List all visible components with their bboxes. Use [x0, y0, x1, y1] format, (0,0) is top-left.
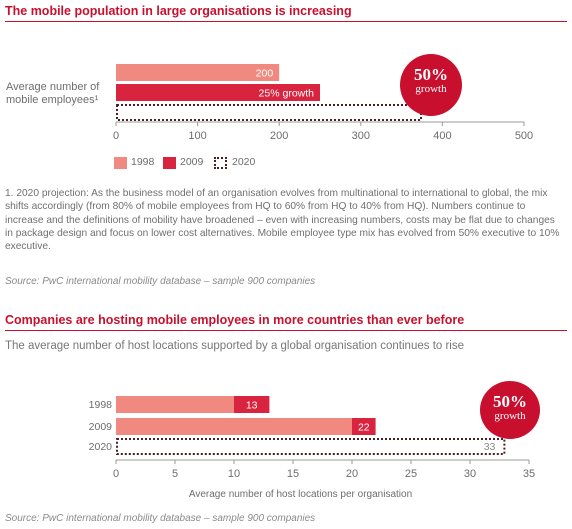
section2-heading: Companies are hosting mobile employees i…	[5, 313, 465, 327]
bar-label-1998: 13	[246, 400, 258, 412]
category-label-2020: 2020	[89, 441, 113, 453]
x-axis-label: Average number of host locations per org…	[189, 489, 412, 500]
chart1: 0 100 200 300 400 500 200 25% growth	[113, 64, 533, 142]
bar-label-2009: 22	[358, 422, 370, 434]
legend-swatch-2009	[163, 157, 176, 169]
legend-label-2020: 2020	[232, 156, 256, 168]
growth-badge-1: 50% growth	[400, 54, 462, 116]
x-tick-label: 35	[523, 468, 535, 480]
x-tick-label: 10	[228, 468, 240, 480]
bar-2020	[116, 104, 422, 121]
x-tick-label: 25	[405, 468, 417, 480]
section2-subtitle: The average number of host locations sup…	[5, 340, 465, 352]
legend-label-1998: 1998	[131, 156, 155, 168]
bar-label-2020: 33	[484, 441, 496, 453]
x-tick-label: 400	[433, 130, 451, 142]
badge-label: growth	[494, 410, 526, 422]
bar-segment-1998	[116, 396, 234, 413]
source-2: Source: PwC international mobility datab…	[5, 513, 316, 524]
x-tick-label: 0	[113, 468, 119, 480]
bar-1998	[116, 64, 280, 81]
footnote: 1. 2020 projection: As the business mode…	[5, 188, 560, 253]
x-tick-label: 30	[464, 468, 476, 480]
x-tick-label: 15	[287, 468, 299, 480]
section1-heading: The mobile population in large organisat…	[5, 4, 352, 18]
x-tick-label: 500	[515, 130, 533, 142]
legend-label-2009: 2009	[180, 156, 204, 168]
bar-segment-1998	[234, 396, 270, 413]
chart1-ylabel: Average number of mobile employees¹	[6, 81, 100, 106]
bar-segment-2009	[352, 418, 376, 435]
bar-label-1998: 200	[256, 68, 274, 80]
chart1-legend: 1998 2009 2020	[0, 156, 300, 170]
growth-badge-2: 50% growth	[480, 381, 540, 439]
bar-segment-2020	[116, 438, 506, 455]
source-1: Source: PwC international mobility datab…	[5, 276, 316, 287]
badge-label: growth	[415, 83, 447, 95]
x-tick-label: 200	[270, 130, 288, 142]
badge-percent: 50%	[414, 65, 448, 84]
legend-swatch-1998	[114, 157, 127, 169]
chart2: 0 5 10 15 20 25 30 35 Average number of host loc…	[89, 396, 535, 500]
category-label-2009: 2009	[89, 421, 113, 433]
x-tick-label: 20	[346, 468, 358, 480]
section2-rule	[5, 330, 567, 331]
legend-swatch-2020	[214, 157, 227, 169]
x-tick-label: 300	[352, 130, 370, 142]
x-tick-label: 5	[172, 468, 178, 480]
bar-2009	[116, 84, 320, 101]
bar-segment-2009	[116, 418, 352, 435]
x-tick-label: 100	[188, 130, 206, 142]
badge-percent: 50%	[493, 392, 527, 411]
category-label-1998: 1998	[89, 399, 113, 411]
bar-label-2009: 25% growth	[259, 88, 315, 100]
x-tick-label: 0	[113, 130, 119, 142]
section1-rule	[5, 21, 567, 22]
